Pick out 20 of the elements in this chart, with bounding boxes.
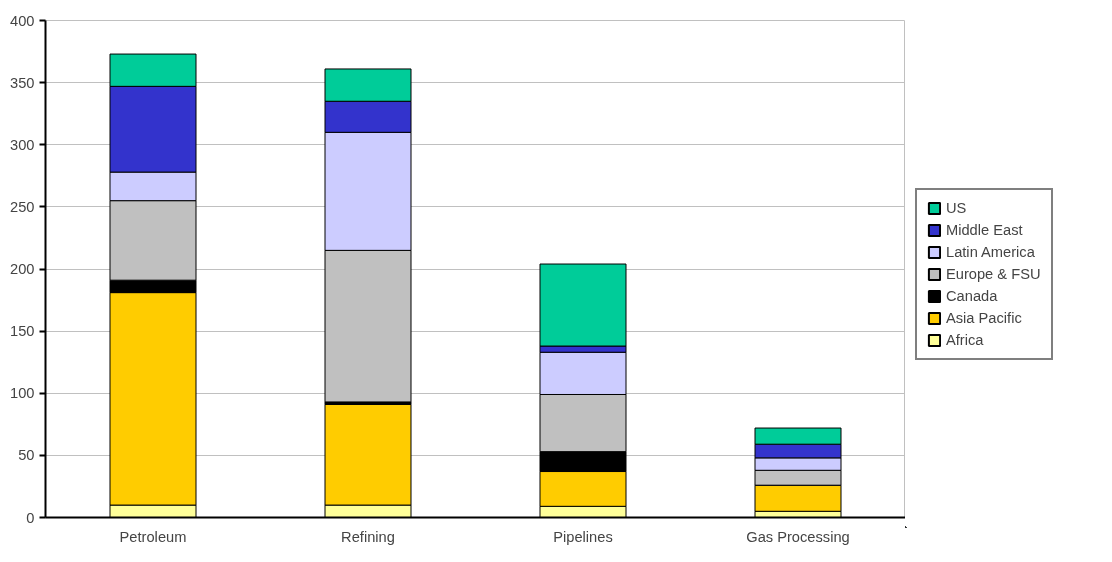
legend-label: Middle East: [946, 221, 1023, 238]
y-tick-label: 0: [26, 509, 35, 526]
legend-label: US: [946, 199, 967, 216]
legend-label: Europe & FSU: [946, 265, 1041, 282]
y-tick-label: 100: [10, 385, 35, 402]
legend-label: Asia Pacific: [946, 309, 1022, 326]
y-tick-label: 150: [10, 323, 35, 340]
y-tick-label: 50: [18, 447, 35, 464]
x-tick-label: Petroleum: [119, 528, 187, 545]
y-tick-label: 200: [10, 261, 35, 277]
x-tick-label: Pipelines: [553, 528, 613, 545]
legend-label: Africa: [946, 331, 984, 348]
legend-label: Latin America: [946, 243, 1035, 260]
y-tick-label: 300: [10, 136, 35, 153]
y-tick-label: 350: [10, 74, 35, 91]
y-tick-label: 400: [10, 12, 35, 29]
x-tick-label: Refining: [341, 528, 395, 545]
legend-label: Canada: [946, 287, 998, 304]
x-tick-label: Gas Processing: [746, 528, 850, 545]
y-tick-label: 250: [10, 198, 35, 215]
